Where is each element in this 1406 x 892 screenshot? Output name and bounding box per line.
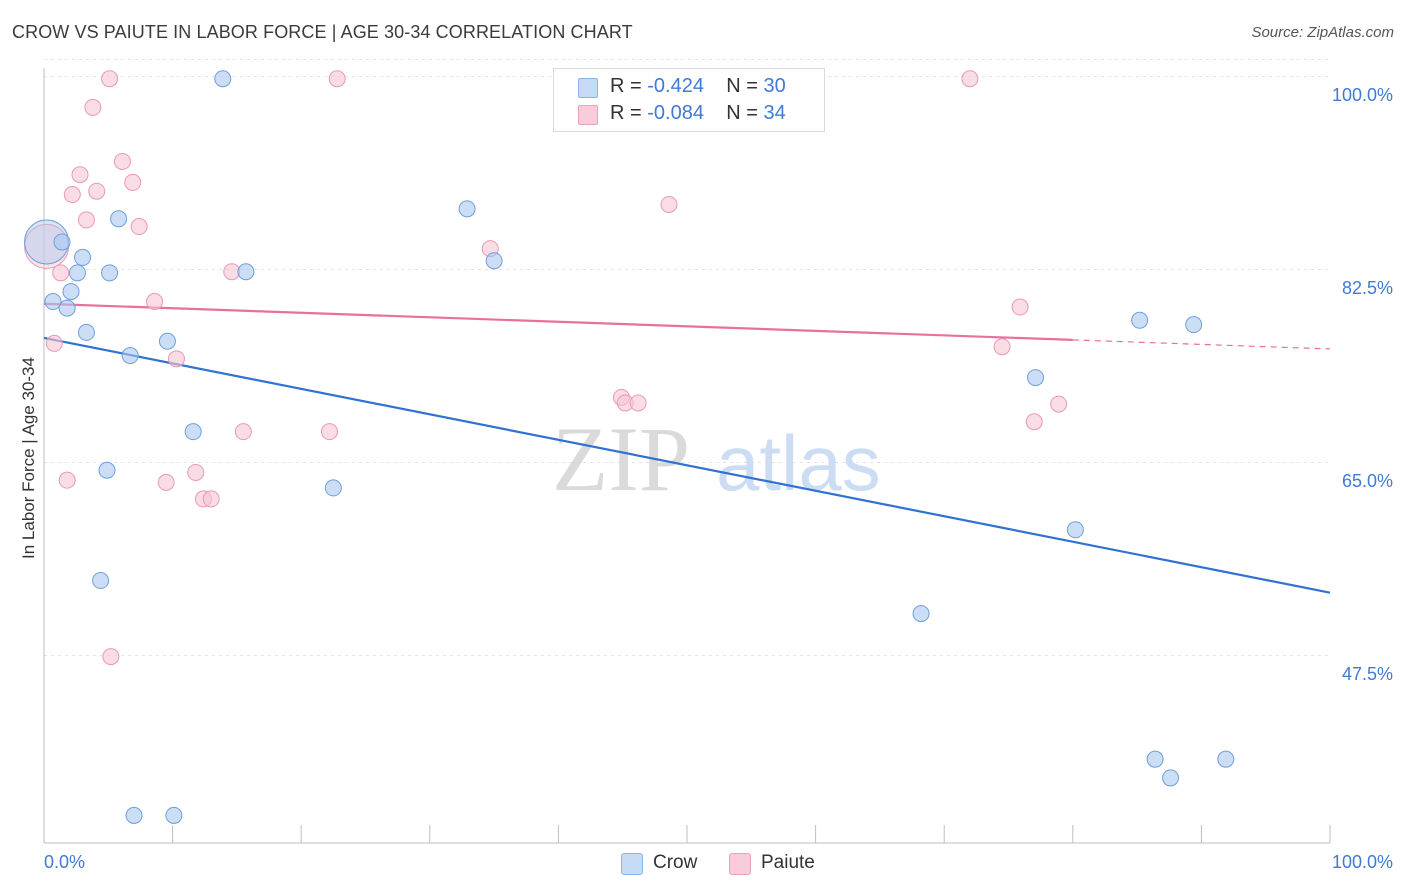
crow-point: [110, 210, 128, 228]
paiute-point: [77, 211, 95, 229]
crow-point: [62, 283, 80, 301]
paiute-point: [320, 423, 338, 441]
paiute-point: [157, 473, 175, 491]
crow-point: [324, 479, 342, 497]
crow-point: [1066, 521, 1084, 539]
watermark-zip: ZIP: [552, 408, 690, 510]
crow-point: [912, 605, 930, 623]
crow-point: [98, 461, 116, 479]
crow-point: [1162, 769, 1180, 787]
paiute-point: [58, 471, 76, 489]
paiute-point: [101, 70, 119, 88]
crow-point: [74, 248, 92, 266]
crow-point: [121, 347, 139, 365]
crow-point: [1027, 369, 1045, 387]
r-value-crow: -0.424: [647, 75, 704, 97]
paiute-point: [52, 264, 70, 282]
paiute-legend-swatch: [729, 853, 751, 875]
paiute-point: [102, 648, 120, 666]
trend-line-paiute-dashed: [1072, 339, 1331, 350]
trend-lines: [43, 302, 1331, 594]
crow-point: [1146, 750, 1164, 768]
crow-point: [101, 264, 119, 282]
crow-point: [214, 70, 232, 88]
crow-point: [1131, 311, 1149, 329]
paiute-point: [328, 70, 346, 88]
paiute-point: [84, 98, 102, 116]
correlation-legend: R = -0.424 N = 30 R = -0.084 N = 34: [553, 68, 825, 132]
crow-point: [165, 806, 183, 824]
paiute-point: [223, 263, 241, 281]
n-label: N =: [726, 75, 758, 97]
n-value-paiute: 34: [763, 102, 786, 124]
r-label: R =: [610, 75, 642, 97]
crow-point: [458, 200, 476, 218]
paiute-point: [167, 350, 185, 368]
paiute-point: [63, 186, 81, 204]
crow-legend-label: Crow: [653, 852, 698, 873]
y-tick-label: 100.0%: [1331, 84, 1393, 105]
paiute-point: [124, 173, 142, 191]
paiute-point: [113, 152, 131, 170]
crow-point: [1217, 750, 1235, 768]
crow-swatch: [578, 78, 598, 98]
paiute-point: [45, 334, 63, 352]
crow-point: [92, 572, 110, 590]
crow-legend-swatch: [621, 853, 643, 875]
r-label: R =: [610, 102, 642, 124]
paiute-point: [961, 70, 979, 88]
crow-point: [125, 806, 143, 824]
crow-point: [184, 423, 202, 441]
crow-point: [53, 233, 71, 251]
paiute-point: [660, 195, 678, 213]
grid-lines: [44, 59, 1330, 657]
watermark: ZIP atlas: [552, 408, 881, 510]
y-tick-label: 65.0%: [1341, 470, 1393, 491]
paiute-point: [1025, 413, 1043, 431]
paiute-point: [146, 293, 164, 311]
chart-title: CROW VS PAIUTE IN LABOR FORCE | AGE 30-3…: [12, 22, 633, 42]
paiute-point: [234, 423, 252, 441]
crow-point: [77, 323, 95, 341]
y-tick-label: 47.5%: [1341, 663, 1393, 684]
paiute-point: [629, 394, 647, 412]
paiute-point: [202, 490, 220, 508]
paiute-point: [1050, 395, 1068, 413]
crow-point: [68, 264, 86, 282]
paiute-point: [187, 463, 205, 481]
x-tick-label-min: 0.0%: [44, 852, 86, 872]
paiute-point: [993, 338, 1011, 356]
axes: [43, 68, 1331, 844]
n-value-crow: 30: [763, 75, 786, 97]
paiute-swatch: [578, 105, 598, 125]
crow-point: [1185, 316, 1203, 334]
paiute-point: [1011, 298, 1029, 316]
paiute-legend-label: Paiute: [761, 852, 815, 873]
crow-point: [44, 293, 62, 311]
paiute-point: [130, 218, 148, 236]
data-points: [24, 70, 1235, 824]
trend-line-paiute: [43, 302, 1073, 341]
x-tick-label-max: 100.0%: [1331, 852, 1393, 872]
r-value-paiute: -0.084: [647, 102, 704, 124]
trend-line-crow: [43, 336, 1331, 594]
watermark-atlas: atlas: [716, 419, 881, 507]
crow-point: [485, 252, 503, 270]
paiute-point: [88, 182, 106, 200]
n-label: N =: [726, 102, 758, 124]
paiute-point: [71, 166, 89, 184]
crow-point: [58, 299, 76, 317]
y-tick-label: 82.5%: [1341, 277, 1393, 298]
source-label: Source: ZipAtlas.com: [1251, 24, 1394, 41]
crow-point: [158, 332, 176, 350]
crow-point: [237, 263, 255, 281]
